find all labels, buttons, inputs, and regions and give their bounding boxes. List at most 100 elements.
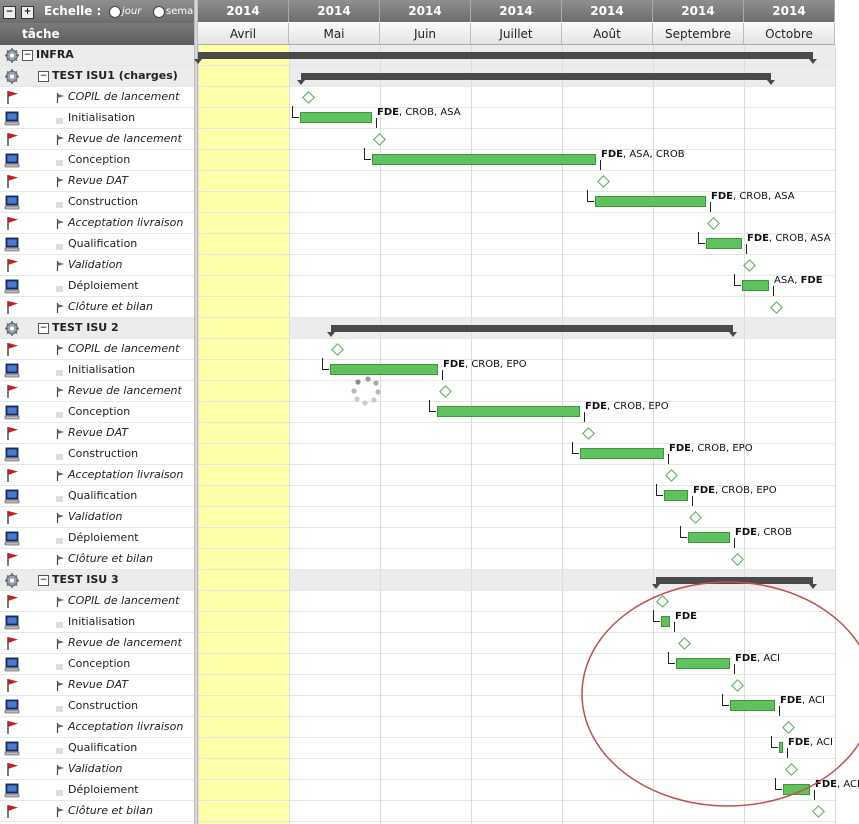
task-row[interactable]: Revue DAT — [0, 675, 196, 696]
task-label: Conception — [68, 405, 131, 418]
task-bar[interactable] — [580, 448, 664, 459]
task-row[interactable]: Revue DAT — [0, 171, 196, 192]
dependency-link — [600, 160, 601, 170]
task-row[interactable]: COPIL de lancement — [0, 591, 196, 612]
summary-bar[interactable] — [652, 577, 817, 589]
task-row[interactable]: Déploiement — [0, 276, 196, 297]
month-cell[interactable]: Octobre — [744, 23, 835, 45]
task-row[interactable]: Revue de lancement — [0, 633, 196, 654]
flag-icon — [3, 384, 21, 399]
task-bar[interactable] — [372, 154, 596, 165]
month-cell[interactable]: Septembre — [653, 23, 744, 45]
month-cell[interactable]: Avril — [198, 23, 289, 45]
task-bar[interactable] — [742, 280, 769, 291]
task-label: Déploiement — [68, 531, 139, 544]
task-row[interactable]: Construction — [0, 192, 196, 213]
today-band — [198, 45, 289, 824]
task-row[interactable]: Qualification — [0, 486, 196, 507]
summary-bar[interactable] — [194, 52, 817, 64]
task-bar[interactable] — [779, 742, 783, 753]
dependency-link — [668, 454, 669, 464]
month-cell[interactable]: Juin — [380, 23, 471, 45]
task-row[interactable]: Clôture et bilan — [0, 297, 196, 318]
dependency-link — [787, 748, 788, 758]
month-divider — [653, 45, 654, 824]
resource-label: FDE, ACI — [815, 779, 859, 790]
task-row[interactable]: Validation — [0, 255, 196, 276]
task-bar[interactable] — [688, 532, 730, 543]
task-row[interactable]: Revue de lancement — [0, 129, 196, 150]
month-cell[interactable]: Mai — [289, 23, 380, 45]
task-bar[interactable] — [676, 658, 730, 669]
resource-label: FDE, CROB, ASA — [377, 107, 461, 118]
task-row[interactable]: Clôture et bilan — [0, 801, 196, 822]
collapse-toggle[interactable]: − — [38, 323, 49, 334]
task-row[interactable]: Initialisation — [0, 108, 196, 129]
scale-day-radio[interactable] — [109, 6, 121, 18]
task-row[interactable]: Validation — [0, 507, 196, 528]
task-row[interactable]: Acceptation livraison — [0, 465, 196, 486]
task-bar[interactable] — [706, 238, 742, 249]
dependency-link — [656, 484, 657, 496]
row-divider — [198, 422, 835, 423]
task-group-row[interactable]: − TEST ISU 3 — [0, 570, 196, 591]
task-bar[interactable] — [664, 490, 688, 501]
task-column-header[interactable]: tâche — [0, 23, 196, 45]
task-row[interactable]: Conception — [0, 402, 196, 423]
dependency-link — [364, 148, 365, 160]
task-row[interactable]: Initialisation — [0, 612, 196, 633]
expand-all-button[interactable]: + — [21, 6, 34, 19]
task-row[interactable]: Initialisation — [0, 360, 196, 381]
task-type-icon — [56, 370, 63, 376]
task-row[interactable]: Déploiement — [0, 528, 196, 549]
scale-week-radio[interactable] — [153, 6, 165, 18]
task-bar[interactable] — [437, 406, 580, 417]
task-row[interactable]: Qualification — [0, 738, 196, 759]
task-type-icon — [56, 706, 63, 712]
task-row[interactable]: Revue DAT — [0, 423, 196, 444]
task-row[interactable]: Clôture et bilan — [0, 549, 196, 570]
dependency-link — [771, 747, 778, 748]
task-row[interactable]: Conception — [0, 150, 196, 171]
task-row[interactable]: Construction — [0, 444, 196, 465]
dependency-link — [584, 412, 585, 422]
task-group-row[interactable]: − INFRA — [0, 45, 196, 66]
task-row[interactable]: Revue de lancement — [0, 381, 196, 402]
collapse-all-button[interactable]: − — [3, 6, 16, 19]
dependency-link — [722, 694, 723, 706]
task-row[interactable]: COPIL de lancement — [0, 87, 196, 108]
task-row[interactable]: Qualification — [0, 234, 196, 255]
task-bar[interactable] — [300, 112, 372, 123]
task-row[interactable]: Acceptation livraison — [0, 213, 196, 234]
milestone-type-icon — [56, 639, 65, 649]
task-bar[interactable] — [330, 364, 438, 375]
task-row[interactable]: Conception — [0, 654, 196, 675]
dependency-link — [674, 622, 675, 632]
computer-icon — [3, 153, 21, 168]
month-divider — [471, 45, 472, 824]
milestone-type-icon — [56, 219, 65, 229]
task-group-row[interactable]: − TEST ISU 2 — [0, 318, 196, 339]
dependency-link — [692, 496, 693, 506]
summary-bar[interactable] — [327, 325, 737, 337]
panel-splitter[interactable] — [194, 0, 198, 824]
task-bar[interactable] — [661, 616, 670, 627]
computer-icon — [3, 237, 21, 252]
summary-bar[interactable] — [297, 73, 775, 85]
task-row[interactable]: Déploiement — [0, 780, 196, 801]
task-bar[interactable] — [783, 784, 810, 795]
flag-icon — [3, 426, 21, 441]
month-cell[interactable]: Août — [562, 23, 653, 45]
dependency-link — [734, 285, 741, 286]
task-row[interactable]: Construction — [0, 696, 196, 717]
task-row[interactable]: Acceptation livraison — [0, 717, 196, 738]
task-group-row[interactable]: − TEST ISU1 (charges) — [0, 66, 196, 87]
task-row[interactable]: Validation — [0, 759, 196, 780]
month-cell[interactable]: Juillet — [471, 23, 562, 45]
collapse-toggle[interactable]: − — [38, 575, 49, 586]
collapse-toggle[interactable]: − — [38, 71, 49, 82]
task-row[interactable]: COPIL de lancement — [0, 339, 196, 360]
task-bar[interactable] — [730, 700, 775, 711]
collapse-toggle[interactable]: − — [22, 50, 33, 61]
task-bar[interactable] — [595, 196, 706, 207]
